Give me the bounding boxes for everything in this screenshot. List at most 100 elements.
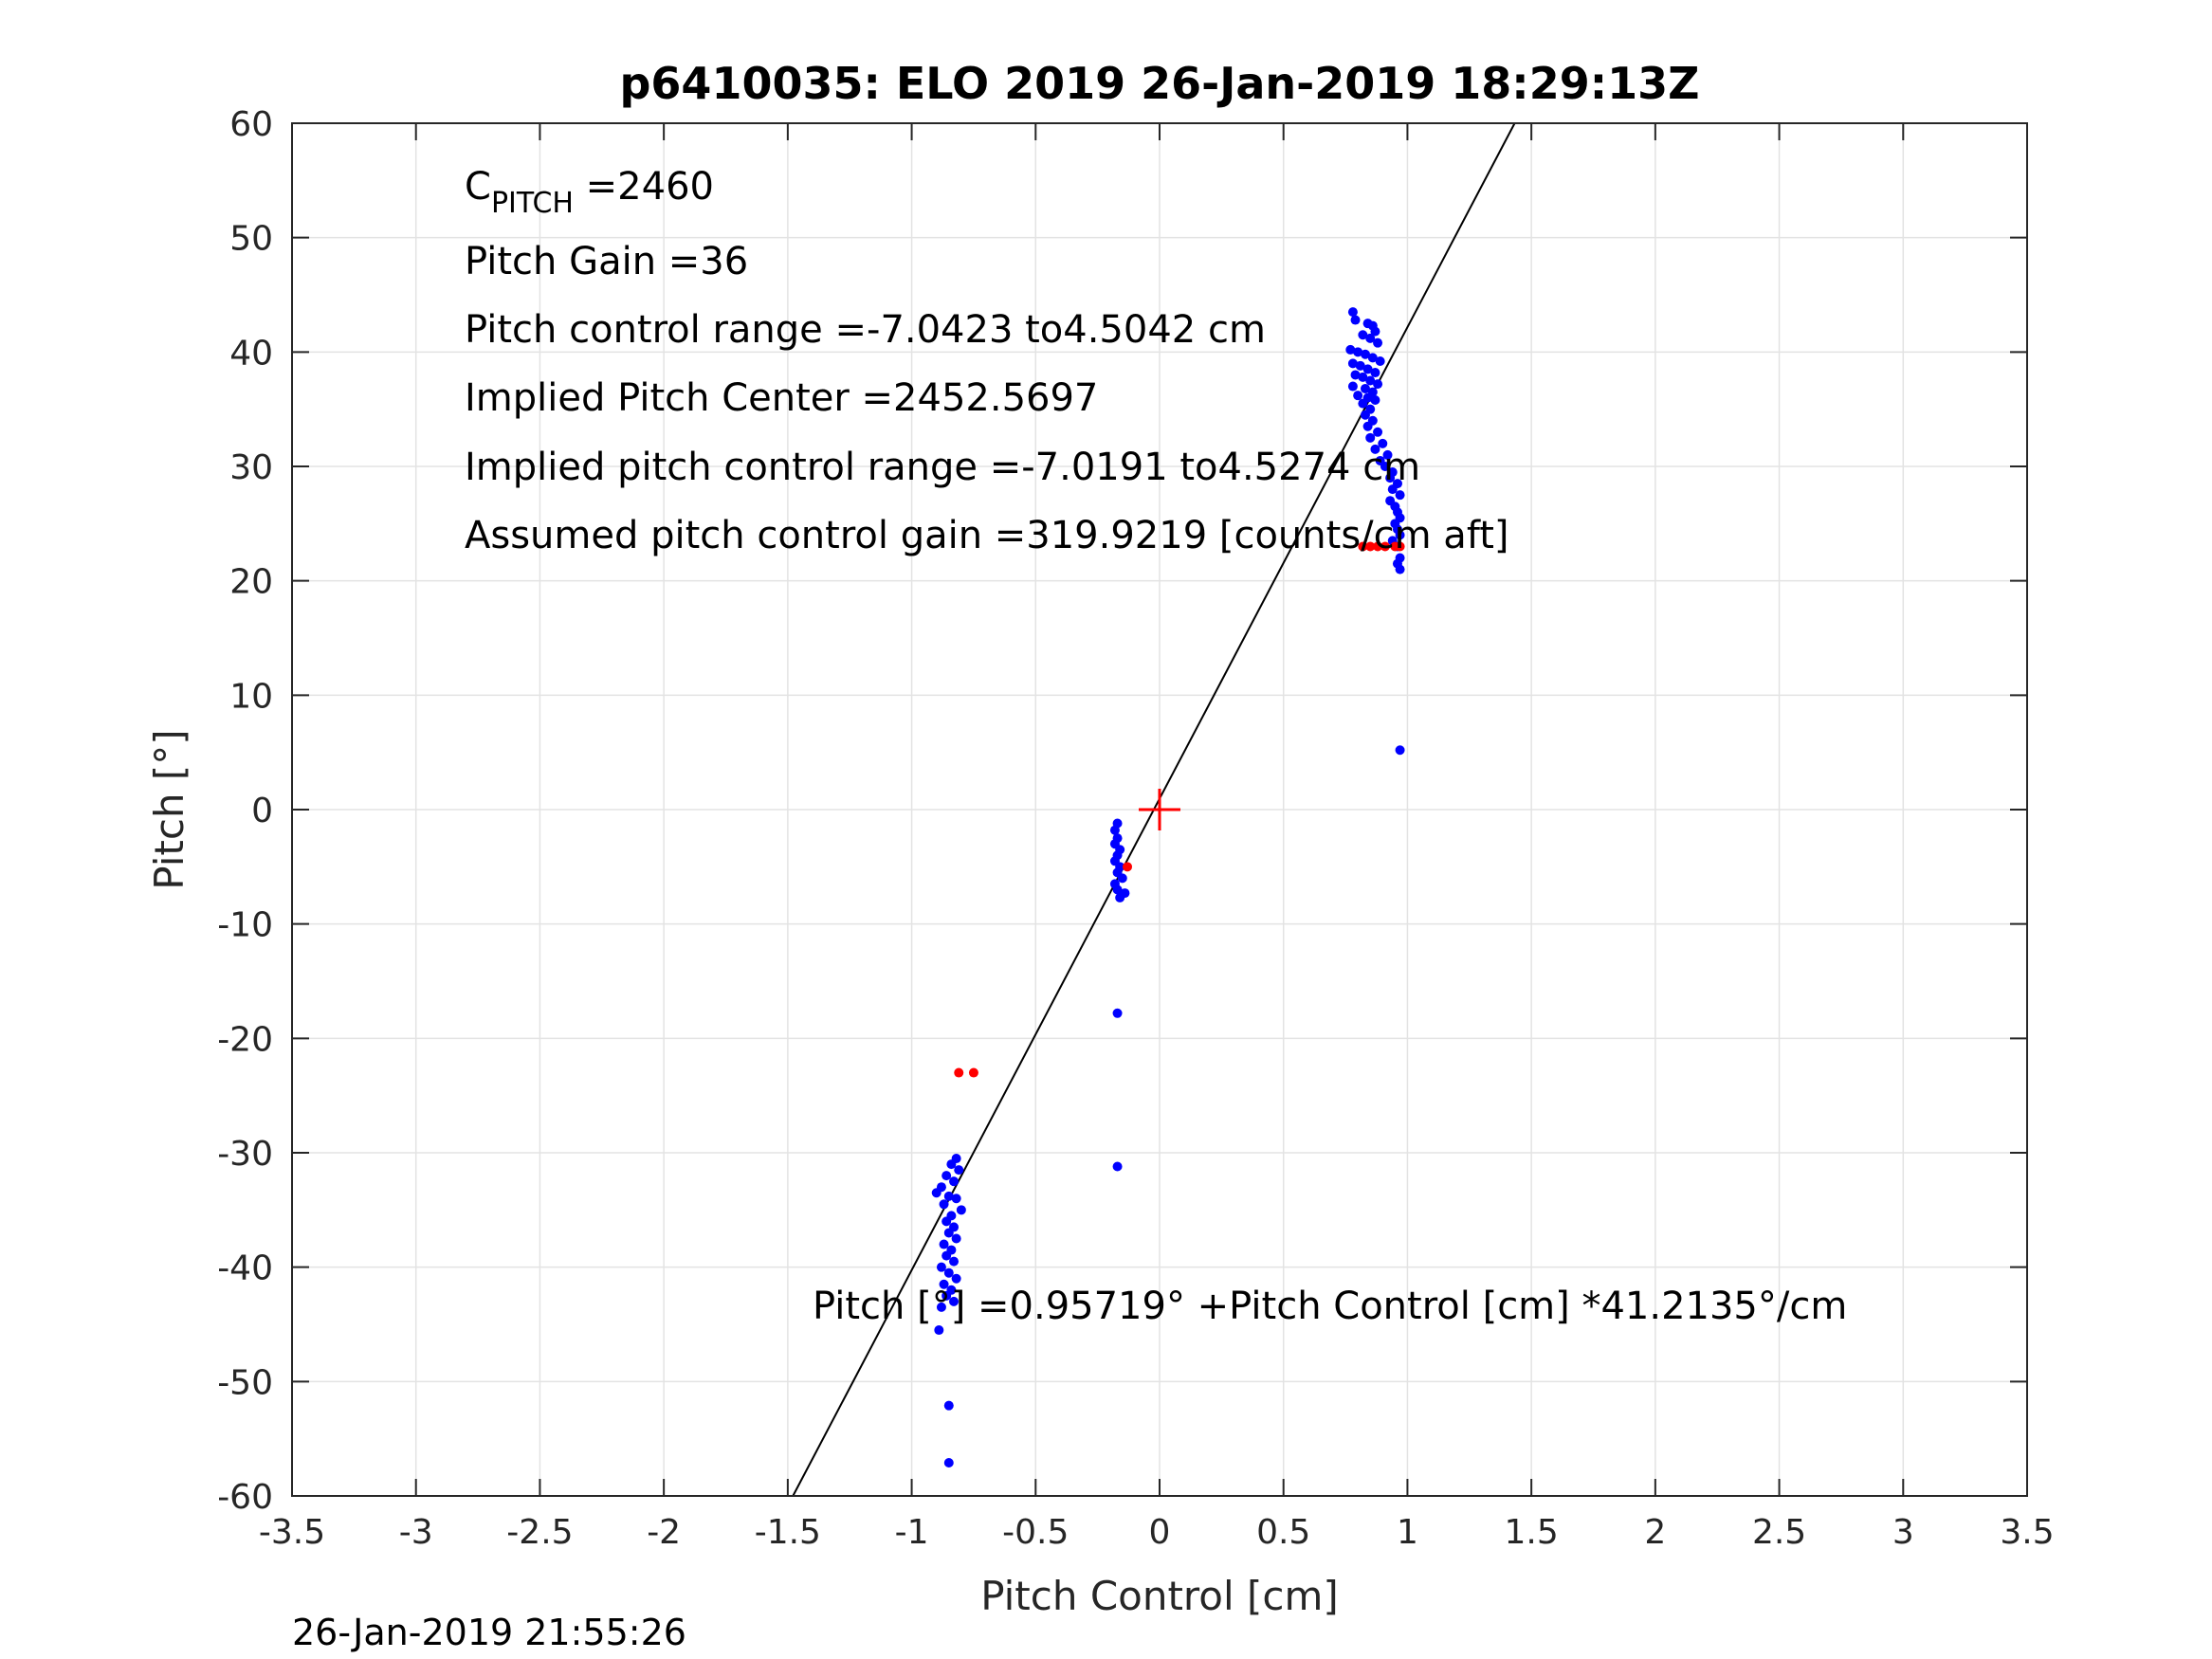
y-axis-label: Pitch [°] [146, 729, 192, 889]
data-point-blue [1358, 372, 1368, 382]
data-point-blue [1112, 884, 1123, 895]
annotation-control-range: Pitch control range =-7.0423 to4.5042 cm [465, 308, 1266, 352]
data-point-blue [1370, 395, 1380, 406]
data-point-blue [943, 1228, 954, 1238]
data-point-red [954, 1067, 964, 1078]
data-point-blue [1382, 449, 1393, 460]
center-marker-group [1139, 789, 1180, 830]
x-tick-label: -2 [647, 1513, 681, 1552]
data-point-blue [951, 1233, 961, 1244]
data-point-blue [1350, 315, 1361, 325]
y-tick-label: -40 [217, 1249, 273, 1288]
data-point-blue [1365, 375, 1376, 386]
axes-frame [291, 122, 2028, 1497]
data-point-blue [931, 1188, 941, 1198]
data-point-blue [1358, 330, 1368, 340]
data-point-blue [951, 1273, 961, 1284]
y-tick-label: 40 [229, 334, 273, 373]
data-point-blue [1367, 353, 1378, 363]
data-point-blue [939, 1239, 949, 1249]
y-tick-label: -50 [217, 1363, 273, 1402]
y-tick-label: -60 [217, 1478, 273, 1517]
data-point-red [968, 1067, 978, 1078]
x-tick-labels: -3.5 -3 -2.5 -2 -1.5 -1 -0.5 0 0.5 1 1.5 2 2.5 3 3.5 [259, 1513, 2055, 1552]
data-point-blue [943, 1458, 954, 1468]
data-point-blue [934, 1325, 944, 1336]
data-point-blue [1378, 438, 1388, 448]
data-point-blue [1345, 344, 1356, 355]
annotation-assumed-gain: Assumed pitch control gain =319.9219 [co… [465, 514, 1508, 557]
data-point-blue [1355, 360, 1365, 371]
y-tick-label: 20 [229, 563, 273, 602]
data-point-blue [1350, 370, 1361, 380]
data-point-blue [1373, 427, 1383, 437]
chart-title: p6410035: ELO 2019 26-Jan-2019 18:29:13Z [620, 58, 1700, 109]
data-point-blue [1117, 873, 1127, 884]
data-point-blue [1358, 398, 1368, 409]
data-point-blue [943, 1267, 954, 1278]
x-tick-label: 0 [1149, 1513, 1171, 1552]
data-point-blue [941, 1171, 952, 1181]
data-point-blue [1380, 462, 1390, 471]
y-tick-labels: -60 -50 -40 -30 -20 -10 0 10 20 30 40 50 60 [217, 105, 273, 1517]
annotation-implied-range: Implied pitch control range =-7.0191 to4… [465, 446, 1420, 489]
x-tick-label: -3.5 [259, 1513, 325, 1552]
data-point-blue [1395, 745, 1405, 756]
data-point-red [1123, 862, 1133, 872]
y-tick-label: 50 [229, 220, 273, 259]
data-point-blue [941, 1250, 952, 1261]
annotation-pitch-gain: Pitch Gain =36 [465, 240, 748, 283]
data-point-blue [1387, 484, 1398, 495]
data-point-blue [941, 1290, 952, 1301]
data-point-blue [1395, 564, 1405, 574]
data-point-blue [1353, 347, 1363, 357]
c-pitch-subscript: PITCH [491, 187, 574, 220]
data-point-blue [1370, 444, 1380, 454]
x-tick-label: 2 [1644, 1513, 1666, 1552]
data-point-blue [1370, 368, 1380, 378]
y-tick-label: -10 [217, 906, 273, 945]
data-point-blue [1360, 383, 1370, 393]
data-point-blue [1109, 825, 1120, 835]
annotation-c-pitch: CPITCH =2460 [465, 165, 714, 220]
x-tick-label: -1 [895, 1513, 929, 1552]
data-point-blue [949, 1176, 960, 1187]
data-point-blue [956, 1205, 966, 1215]
data-point-blue [1112, 1161, 1123, 1172]
annotation-fit-equation: Pitch [°] =0.95719° +Pitch Control [cm] … [813, 1285, 1847, 1328]
data-point-red [1358, 541, 1368, 552]
data-point-blue [949, 1256, 960, 1267]
x-tick-label: -0.5 [1002, 1513, 1069, 1552]
data-point-blue [1347, 358, 1358, 369]
y-tick-label: 0 [251, 792, 273, 830]
data-point-blue [1373, 337, 1383, 348]
data-point-blue [1112, 1008, 1123, 1018]
data-point-blue [941, 1216, 952, 1227]
data-point-blue [949, 1296, 960, 1306]
data-point-blue [936, 1302, 946, 1312]
data-point-blue [1395, 530, 1405, 540]
data-point-blue [1373, 379, 1383, 390]
data-point-blue [939, 1199, 949, 1210]
data-point-blue [951, 1194, 961, 1204]
data-point-blue [1395, 490, 1405, 501]
y-tick-label: -30 [217, 1135, 273, 1174]
data-point-blue [946, 1159, 957, 1170]
y-tick-label: -20 [217, 1020, 273, 1059]
data-point-blue [1365, 333, 1376, 343]
timestamp: 26-Jan-2019 21:55:26 [292, 1612, 686, 1653]
y-tick-label: 60 [229, 105, 273, 144]
data-point-blue [1360, 349, 1370, 359]
x-tick-label: -1.5 [755, 1513, 821, 1552]
annotation-implied-center: Implied Pitch Center =2452.5697 [465, 376, 1098, 420]
axis-ticks [291, 122, 2028, 1497]
data-point-blue [943, 1191, 954, 1201]
data-point-blue [1375, 356, 1385, 366]
x-tick-label: -3 [399, 1513, 433, 1552]
data-point-blue [1353, 391, 1363, 401]
data-point-blue [954, 1165, 964, 1176]
x-tick-label: -2.5 [506, 1513, 573, 1552]
x-axis-label: Pitch Control [cm] [980, 1573, 1339, 1619]
data-point-blue [936, 1262, 946, 1272]
x-tick-label: 2.5 [1752, 1513, 1806, 1552]
